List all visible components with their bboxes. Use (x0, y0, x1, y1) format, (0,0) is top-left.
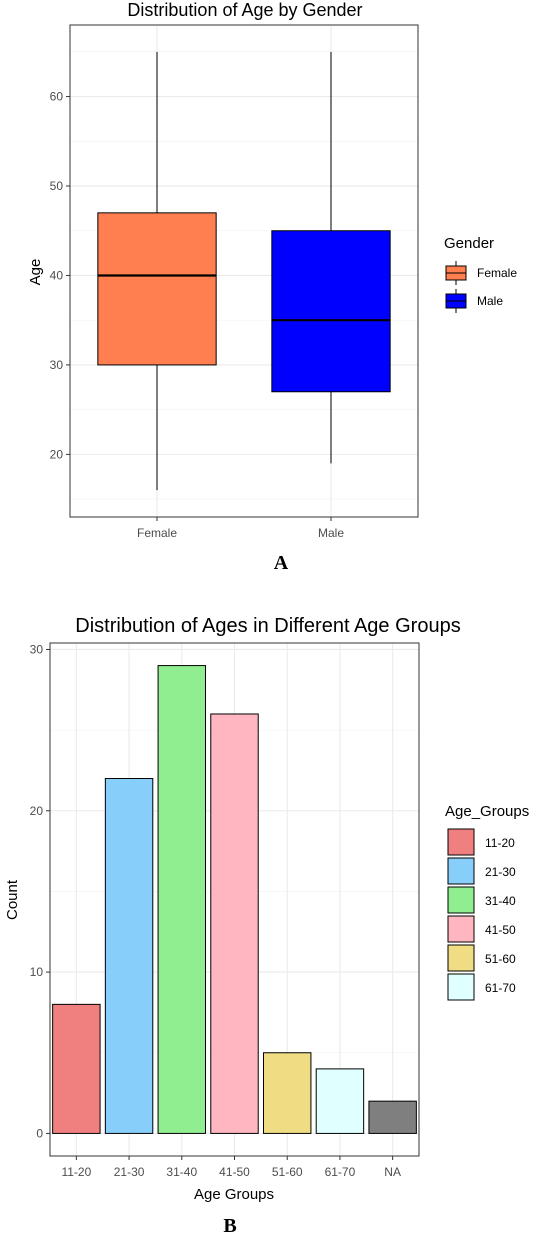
x-axis-title: Age Groups (194, 1186, 274, 1203)
y-tick-label: 0 (36, 1126, 43, 1140)
x-tick-label: 61-70 (325, 1165, 356, 1179)
legend-key (447, 944, 475, 972)
bar (157, 665, 207, 1134)
legend-key (447, 915, 475, 943)
legend-label: 51-60 (485, 952, 516, 966)
bar (52, 1003, 101, 1134)
x-tick-label: Male (318, 526, 344, 540)
bar (210, 713, 259, 1134)
legend-label: 11-20 (485, 836, 515, 850)
y-axis-title: Count (4, 879, 21, 920)
bar (315, 1068, 365, 1134)
legend-title: Gender (444, 235, 494, 252)
y-tick-label: 20 (30, 804, 44, 818)
legend: Age_Groups 11-20 21-30 31-40 41-50 51-60 61-7… (445, 803, 529, 1001)
boxes (97, 51, 391, 491)
legend-title: Age_Groups (445, 803, 529, 820)
legend: Gender Female Male (444, 235, 517, 313)
x-ticks: 11-20 21-30 31-40 41-50 51-60 61-70 NA (61, 1156, 401, 1179)
x-tick-label: 41-50 (219, 1165, 250, 1179)
panel-border (69, 24, 419, 518)
chart-title: Distribution of Age by Gender (127, 0, 362, 20)
x-tick-label: Female (137, 526, 177, 540)
y-ticks: 20 30 40 50 60 (50, 90, 70, 461)
y-tick-label: 30 (30, 642, 44, 656)
legend-label: 61-70 (485, 981, 516, 995)
y-tick-label: 60 (50, 90, 64, 104)
y-tick-label: 50 (50, 179, 64, 193)
legend-label: 41-50 (485, 923, 516, 937)
bar (262, 1052, 312, 1134)
panel-label: B (223, 1215, 236, 1237)
y-axis-title: Age (27, 259, 44, 286)
legend-label: Male (477, 294, 503, 308)
y-tick-label: 10 (30, 965, 44, 979)
x-tick-label: 11-20 (61, 1165, 91, 1179)
y-tick-label: 40 (50, 268, 64, 282)
box (271, 230, 391, 393)
x-tick-label: 21-30 (114, 1165, 145, 1179)
legend-key (447, 828, 475, 856)
x-tick-label: NA (384, 1165, 401, 1179)
y-tick-label: 30 (50, 358, 64, 372)
box (97, 212, 217, 366)
box-chart: Distribution of Age by Gender 20 30 40 50 60… (27, 0, 517, 574)
panel-label: A (274, 552, 289, 574)
legend-key (447, 886, 475, 914)
chart-title: Distribution of Ages in Different Age Gr… (75, 615, 460, 637)
x-tick-label: 51-60 (272, 1165, 303, 1179)
bar-chart: Distribution of Ages in Different Age Gr… (4, 615, 529, 1237)
bar (368, 1100, 417, 1134)
legend-label: 31-40 (485, 894, 516, 908)
y-ticks: 0 10 20 30 (30, 642, 50, 1140)
legend-key (447, 857, 475, 885)
legend-label: Female (477, 266, 517, 280)
x-ticks: Female Male (137, 517, 344, 540)
legend-label: 21-30 (485, 865, 516, 879)
bars (52, 665, 417, 1134)
bar (104, 778, 154, 1134)
legend-key (447, 973, 475, 1001)
x-tick-label: 31-40 (166, 1165, 197, 1179)
y-tick-label: 20 (50, 447, 64, 461)
